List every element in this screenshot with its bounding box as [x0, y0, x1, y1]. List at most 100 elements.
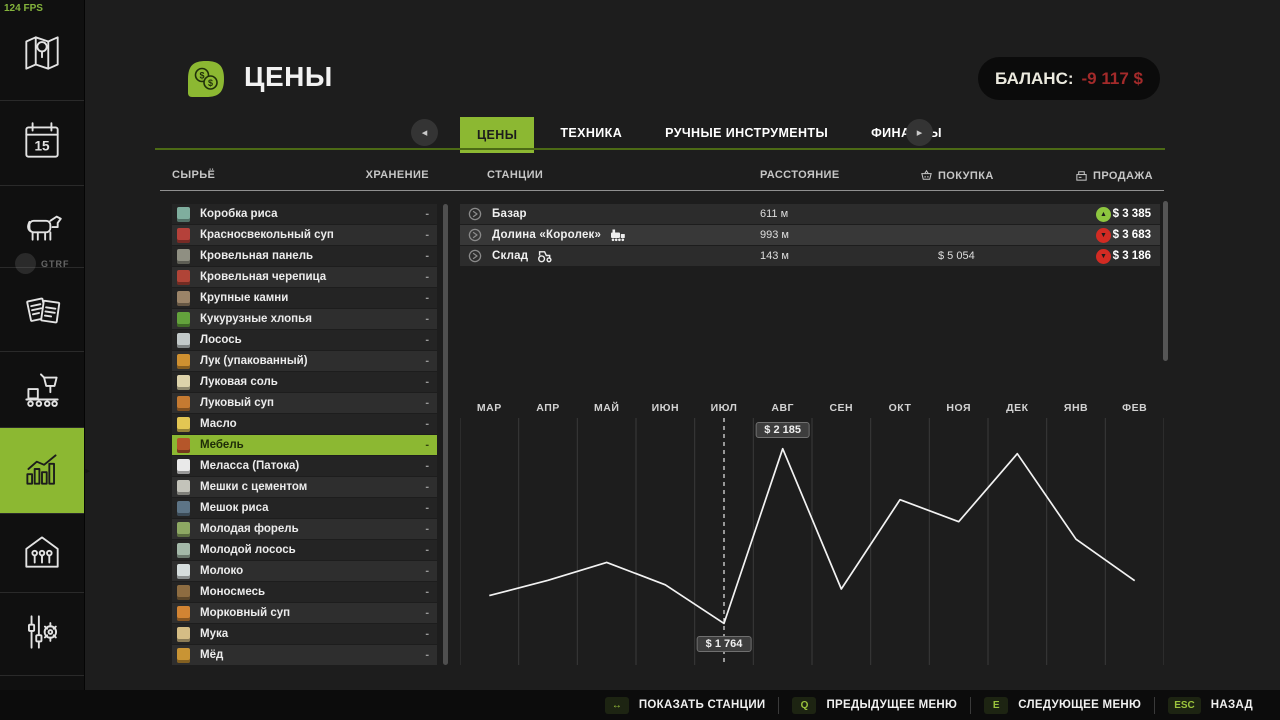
key-badge: ESC: [1168, 696, 1201, 714]
commodity-row[interactable]: Крупные камни -: [172, 288, 437, 308]
sidebar-item-map[interactable]: [0, 10, 84, 100]
station-buy-price: $ 5 054: [938, 250, 975, 262]
commodity-row[interactable]: Мебель -: [172, 435, 437, 455]
animals-icon: [19, 202, 65, 253]
key-hint-label: НАЗАД: [1210, 699, 1253, 711]
commodity-icon: [177, 605, 190, 621]
commodity-row[interactable]: Кровельная черепица -: [172, 267, 437, 287]
commodity-name: Мешки с цементом: [200, 481, 308, 493]
commodity-name: Лук (упакованный): [200, 355, 308, 367]
commodity-storage-value: -: [425, 544, 429, 556]
station-row[interactable]: Долина «Королек» 993 м ▼ $ 3 683: [460, 225, 1160, 245]
commodity-storage-value: -: [425, 481, 429, 493]
page-title: ЦЕНЫ: [244, 61, 333, 92]
commodity-row[interactable]: Лосось -: [172, 330, 437, 350]
station-name: Базар: [492, 208, 527, 220]
commodity-icon: [177, 395, 190, 411]
svg-text:15: 15: [34, 138, 50, 153]
commodity-storage-value: -: [425, 334, 429, 346]
sidebar-divider: [0, 675, 84, 676]
tab-0-active[interactable]: ЦЕНЫ: [460, 117, 535, 153]
tractor-icon: [537, 249, 553, 263]
commodity-row[interactable]: Лук (упакованный) -: [172, 351, 437, 371]
commodity-icon: [177, 353, 190, 369]
commodity-name: Мешок риса: [200, 502, 269, 514]
commodity-icon: [177, 521, 190, 537]
tab-2[interactable]: РУЧНЫЕ ИНСТРУМЕНТЫ: [648, 117, 845, 148]
price-chart: МАР АПР МАЙ ИЮН ИЮЛ АВГ СЕН ОКТ НОЯ ДЕК ЯНВ ФЕВ $ 2…: [460, 400, 1164, 665]
key-hint[interactable]: Q ПРЕДЫДУЩЕЕ МЕНЮ: [778, 696, 970, 714]
commodity-storage-value: -: [425, 439, 429, 451]
commodity-row[interactable]: Мешок риса -: [172, 498, 437, 518]
column-sell: ПРОДАЖА: [1075, 169, 1153, 182]
commodity-icon: [177, 311, 190, 327]
station-distance: 611 м: [760, 208, 789, 220]
commodity-row[interactable]: Коробка риса -: [172, 204, 437, 224]
key-hint[interactable]: ↔ ПОКАЗАТЬ СТАНЦИИ: [592, 696, 779, 714]
commodity-icon: [177, 458, 190, 474]
price-chart-svg: МАР АПР МАЙ ИЮН ИЮЛ АВГ СЕН ОКТ НОЯ ДЕК ЯНВ ФЕВ: [460, 401, 1164, 665]
commodity-scrollbar[interactable]: [443, 204, 448, 665]
chart-min-label: $ 1 764: [696, 636, 752, 653]
sidebar: 15: [0, 0, 85, 690]
column-material: СЫРЬЁ: [172, 169, 216, 181]
station-sell-price: $ 3 683: [1112, 229, 1151, 241]
tabs-prev-button[interactable]: ◂: [411, 119, 438, 146]
commodity-storage-value: -: [425, 523, 429, 535]
commodity-row[interactable]: Моносмесь -: [172, 582, 437, 602]
commodity-row[interactable]: Луковая соль -: [172, 372, 437, 392]
station-sell-price: $ 3 385: [1112, 208, 1151, 220]
sidebar-item-contracts[interactable]: [0, 267, 84, 352]
commodity-row[interactable]: Молоко -: [172, 561, 437, 581]
commodity-storage-value: -: [425, 376, 429, 388]
commodity-row[interactable]: Мука -: [172, 624, 437, 644]
commodity-storage-value: -: [425, 397, 429, 409]
statistics-icon: [19, 446, 65, 497]
tabs-next-button[interactable]: ▸: [906, 119, 933, 146]
commodity-storage-value: -: [425, 628, 429, 640]
commodity-row[interactable]: Масло -: [172, 414, 437, 434]
calendar-icon: 15: [19, 118, 65, 169]
commodity-storage-value: -: [425, 565, 429, 577]
commodity-name: Крупные камни: [200, 292, 289, 304]
commodity-row[interactable]: Мёд -: [172, 645, 437, 665]
commodity-row[interactable]: Кукурузные хлопья -: [172, 309, 437, 329]
commodity-storage-value: -: [425, 607, 429, 619]
svg-text:СЕН: СЕН: [829, 402, 853, 414]
sidebar-item-settings[interactable]: [0, 592, 84, 676]
commodity-name: Молодой лосось: [200, 544, 296, 556]
map-icon: [19, 30, 65, 81]
key-hint[interactable]: E СЛЕДУЮЩЕЕ МЕНЮ: [970, 696, 1154, 714]
svg-text:$: $: [208, 78, 213, 88]
key-hint[interactable]: ESC НАЗАД: [1154, 696, 1266, 714]
commodity-row[interactable]: Меласса (Патока) -: [172, 456, 437, 476]
price-trend-up-icon: ▲: [1096, 206, 1111, 222]
commodity-row[interactable]: Молодая форель -: [172, 519, 437, 539]
commodity-storage-value: -: [425, 271, 429, 283]
commodity-row[interactable]: Морковный суп -: [172, 603, 437, 623]
svg-text:ЯНВ: ЯНВ: [1064, 402, 1088, 414]
commodity-row[interactable]: Мешки с цементом -: [172, 477, 437, 497]
sidebar-item-statistics[interactable]: [0, 427, 84, 514]
tab-1[interactable]: ТЕХНИКА: [543, 117, 639, 148]
commodity-row[interactable]: Красносвекольный суп -: [172, 225, 437, 245]
stations-scrollbar[interactable]: [1163, 201, 1168, 361]
commodity-row[interactable]: Кровельная панель -: [172, 246, 437, 266]
commodity-row[interactable]: Молодой лосось -: [172, 540, 437, 560]
sidebar-item-calendar[interactable]: 15: [0, 100, 84, 186]
commodity-name: Луковая соль: [200, 376, 278, 388]
sidebar-item-animal-pens[interactable]: [0, 513, 84, 593]
sell-register-icon: [1076, 171, 1087, 181]
commodity-storage-value: -: [425, 313, 429, 325]
station-row[interactable]: Базар 611 м ▲ $ 3 385: [460, 204, 1160, 224]
svg-text:НОЯ: НОЯ: [946, 402, 971, 414]
sidebar-item-animals[interactable]: [0, 185, 84, 268]
balance-pill: БАЛАНС: -9 117 $: [978, 57, 1160, 100]
prices-page-icon: $ $: [183, 56, 229, 102]
station-row[interactable]: Склад 143 м $ 5 054 ▼ $ 3 186: [460, 246, 1160, 266]
commodity-name: Красносвекольный суп: [200, 229, 334, 241]
commodity-icon: [177, 542, 190, 558]
commodity-row[interactable]: Луковый суп -: [172, 393, 437, 413]
sidebar-item-production[interactable]: [0, 351, 84, 428]
